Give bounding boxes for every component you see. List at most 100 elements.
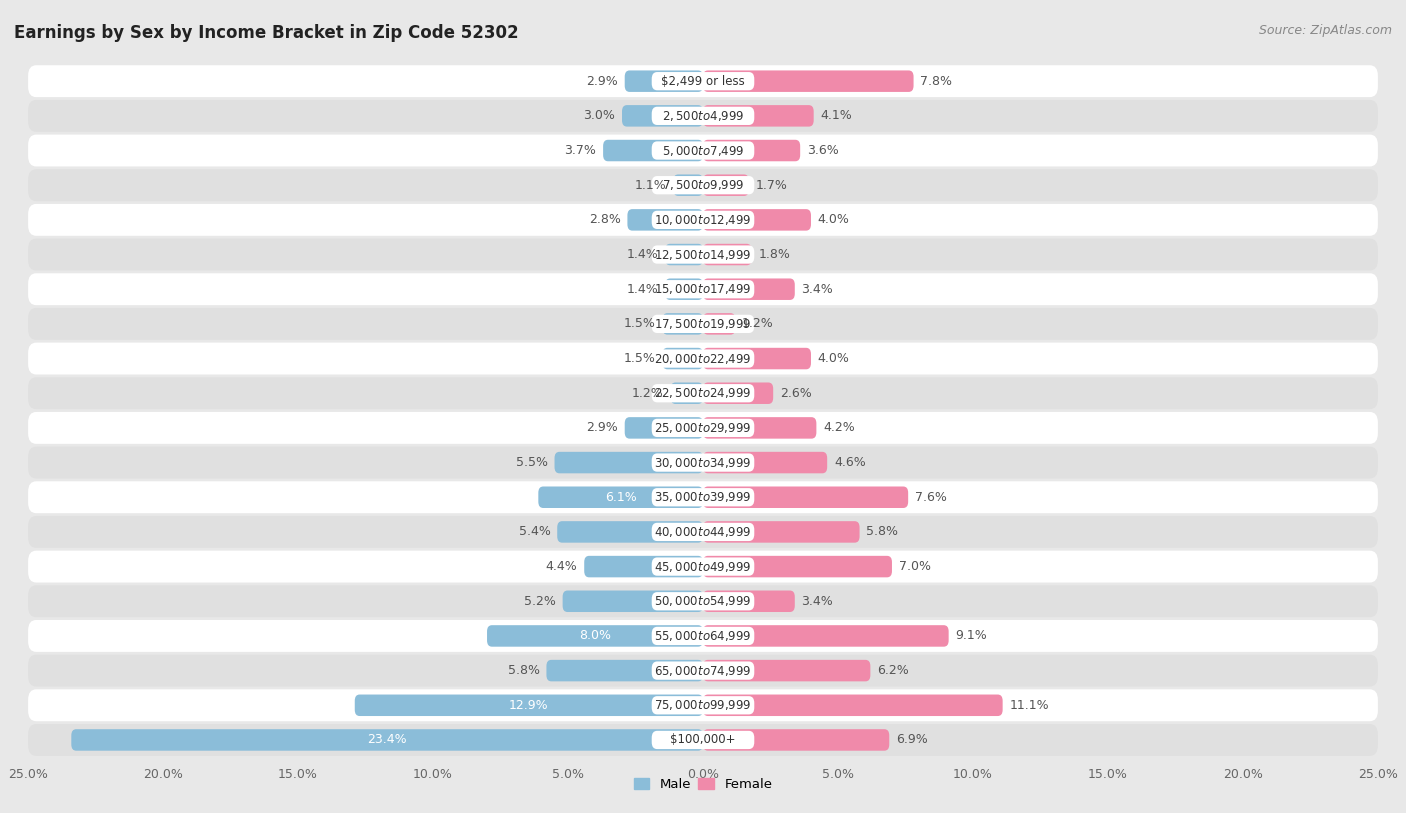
Text: 1.2%: 1.2% [633, 387, 664, 400]
Text: 5.2%: 5.2% [524, 595, 555, 608]
FancyBboxPatch shape [652, 627, 754, 645]
FancyBboxPatch shape [554, 452, 703, 473]
FancyBboxPatch shape [28, 135, 1378, 167]
Text: 2.8%: 2.8% [589, 213, 620, 226]
Text: 3.0%: 3.0% [583, 110, 616, 122]
Text: 5.8%: 5.8% [866, 525, 898, 538]
Legend: Male, Female: Male, Female [628, 773, 778, 797]
FancyBboxPatch shape [28, 342, 1378, 375]
Text: $30,000 to $34,999: $30,000 to $34,999 [654, 455, 752, 470]
Text: 8.0%: 8.0% [579, 629, 612, 642]
Text: 1.5%: 1.5% [624, 352, 655, 365]
Text: Earnings by Sex by Income Bracket in Zip Code 52302: Earnings by Sex by Income Bracket in Zip… [14, 24, 519, 42]
FancyBboxPatch shape [703, 729, 889, 750]
Text: 1.4%: 1.4% [627, 248, 658, 261]
Text: 11.1%: 11.1% [1010, 699, 1049, 711]
FancyBboxPatch shape [703, 105, 814, 127]
FancyBboxPatch shape [665, 279, 703, 300]
FancyBboxPatch shape [28, 169, 1378, 201]
FancyBboxPatch shape [624, 417, 703, 439]
FancyBboxPatch shape [28, 65, 1378, 97]
Text: 6.9%: 6.9% [896, 733, 928, 746]
FancyBboxPatch shape [652, 315, 754, 333]
FancyBboxPatch shape [486, 625, 703, 646]
Text: $5,000 to $7,499: $5,000 to $7,499 [662, 144, 744, 158]
FancyBboxPatch shape [703, 175, 749, 196]
Text: 4.1%: 4.1% [821, 110, 852, 122]
FancyBboxPatch shape [28, 585, 1378, 617]
FancyBboxPatch shape [652, 107, 754, 125]
Text: 3.4%: 3.4% [801, 595, 834, 608]
Text: 9.1%: 9.1% [956, 629, 987, 642]
Text: Source: ZipAtlas.com: Source: ZipAtlas.com [1258, 24, 1392, 37]
Text: 7.6%: 7.6% [915, 491, 946, 504]
Text: 2.9%: 2.9% [586, 75, 619, 88]
FancyBboxPatch shape [652, 246, 754, 263]
Text: $100,000+: $100,000+ [671, 733, 735, 746]
FancyBboxPatch shape [28, 550, 1378, 583]
Text: 6.1%: 6.1% [605, 491, 637, 504]
FancyBboxPatch shape [703, 625, 949, 646]
FancyBboxPatch shape [28, 273, 1378, 305]
FancyBboxPatch shape [585, 556, 703, 577]
Text: 4.4%: 4.4% [546, 560, 578, 573]
FancyBboxPatch shape [652, 176, 754, 194]
FancyBboxPatch shape [627, 209, 703, 231]
FancyBboxPatch shape [28, 238, 1378, 271]
FancyBboxPatch shape [603, 140, 703, 161]
Text: $2,499 or less: $2,499 or less [661, 75, 745, 88]
Text: 3.6%: 3.6% [807, 144, 839, 157]
FancyBboxPatch shape [621, 105, 703, 127]
Text: $65,000 to $74,999: $65,000 to $74,999 [654, 663, 752, 677]
FancyBboxPatch shape [703, 486, 908, 508]
Text: 12.9%: 12.9% [509, 699, 548, 711]
Text: 1.1%: 1.1% [634, 179, 666, 192]
FancyBboxPatch shape [703, 209, 811, 231]
FancyBboxPatch shape [703, 660, 870, 681]
FancyBboxPatch shape [28, 724, 1378, 756]
FancyBboxPatch shape [624, 71, 703, 92]
FancyBboxPatch shape [703, 279, 794, 300]
FancyBboxPatch shape [652, 592, 754, 611]
Text: 7.0%: 7.0% [898, 560, 931, 573]
FancyBboxPatch shape [662, 348, 703, 369]
Text: 6.2%: 6.2% [877, 664, 908, 677]
Text: 2.9%: 2.9% [586, 421, 619, 434]
Text: 3.4%: 3.4% [801, 283, 834, 296]
FancyBboxPatch shape [703, 313, 735, 335]
FancyBboxPatch shape [28, 308, 1378, 340]
FancyBboxPatch shape [28, 689, 1378, 721]
FancyBboxPatch shape [703, 521, 859, 542]
FancyBboxPatch shape [652, 558, 754, 576]
FancyBboxPatch shape [673, 175, 703, 196]
FancyBboxPatch shape [28, 377, 1378, 409]
Text: 4.0%: 4.0% [818, 352, 849, 365]
Text: $50,000 to $54,999: $50,000 to $54,999 [654, 594, 752, 608]
Text: 1.7%: 1.7% [755, 179, 787, 192]
Text: $2,500 to $4,999: $2,500 to $4,999 [662, 109, 744, 123]
Text: $40,000 to $44,999: $40,000 to $44,999 [654, 525, 752, 539]
Text: $17,500 to $19,999: $17,500 to $19,999 [654, 317, 752, 331]
FancyBboxPatch shape [703, 590, 794, 612]
FancyBboxPatch shape [703, 694, 1002, 716]
FancyBboxPatch shape [662, 313, 703, 335]
FancyBboxPatch shape [665, 244, 703, 265]
FancyBboxPatch shape [28, 516, 1378, 548]
Text: 1.2%: 1.2% [742, 317, 773, 330]
FancyBboxPatch shape [703, 417, 817, 439]
Text: $20,000 to $22,499: $20,000 to $22,499 [654, 351, 752, 366]
Text: 5.4%: 5.4% [519, 525, 551, 538]
FancyBboxPatch shape [652, 419, 754, 437]
Text: $10,000 to $12,499: $10,000 to $12,499 [654, 213, 752, 227]
Text: 1.4%: 1.4% [627, 283, 658, 296]
FancyBboxPatch shape [652, 454, 754, 472]
FancyBboxPatch shape [28, 100, 1378, 132]
FancyBboxPatch shape [652, 350, 754, 367]
Text: $75,000 to $99,999: $75,000 to $99,999 [654, 698, 752, 712]
Text: 1.8%: 1.8% [758, 248, 790, 261]
Text: 5.5%: 5.5% [516, 456, 548, 469]
Text: $15,000 to $17,499: $15,000 to $17,499 [654, 282, 752, 296]
FancyBboxPatch shape [652, 211, 754, 229]
FancyBboxPatch shape [28, 446, 1378, 479]
Text: $35,000 to $39,999: $35,000 to $39,999 [654, 490, 752, 504]
